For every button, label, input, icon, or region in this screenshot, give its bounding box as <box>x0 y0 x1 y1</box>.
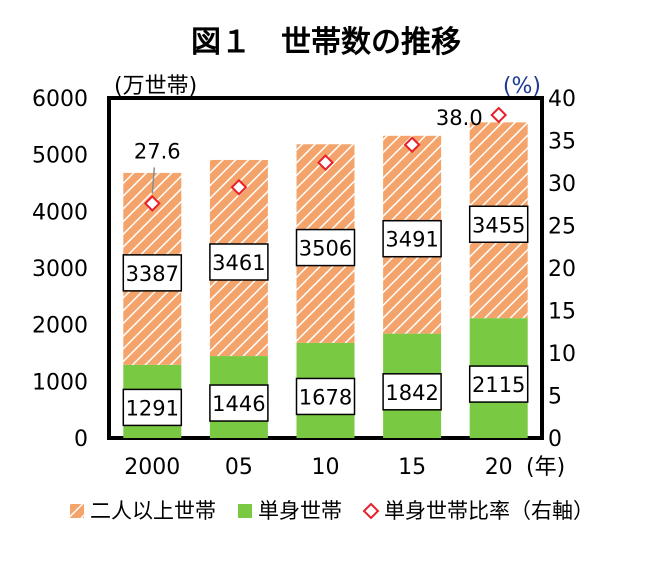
y-left-tick-1000: 1000 <box>32 370 88 395</box>
value-label-multi-05: 3461 <box>212 251 265 275</box>
y-left-tick-5000: 5000 <box>32 144 88 169</box>
y-left-tick-0: 0 <box>74 427 88 452</box>
x-tick-2000: 2000 <box>124 455 180 480</box>
y-right-tick-0: 0 <box>548 427 562 452</box>
y-right-tick-25: 25 <box>548 215 576 240</box>
y-left-tick-6000: 6000 <box>32 87 88 112</box>
ratio-marker-15 <box>403 136 421 154</box>
value-label-multi-10: 3506 <box>299 237 352 261</box>
y-right-tick-15: 15 <box>548 300 576 325</box>
ratio-label-2000: 27.6 <box>134 139 181 163</box>
value-label-single-20-box <box>468 365 529 403</box>
x-unit: (年) <box>526 455 565 480</box>
labels-layer: 1291 3387 1446 3461 1678 3506 1842 3491 2115 3455… <box>122 106 529 427</box>
legend: 二人以上世帯 単身世帯 単身世帯比率（右軸） <box>70 499 594 523</box>
value-label-multi-20-box <box>468 205 529 244</box>
y-right-tick-40: 40 <box>548 87 576 112</box>
value-label-single-2000-box <box>122 388 183 427</box>
legend-label-1: 単身世帯 <box>258 499 342 523</box>
value-label-multi-2000-box <box>122 254 183 292</box>
ratio-marker-20 <box>490 106 508 124</box>
y-right-tick-10: 10 <box>548 342 576 367</box>
red-diamond-icon <box>362 502 380 520</box>
ratio-marker-2000 <box>143 194 161 212</box>
value-label-multi-2000: 3387 <box>126 262 179 286</box>
value-label-single-10-box <box>295 377 356 416</box>
value-label-multi-05-box <box>209 243 269 281</box>
value-label-multi-20: 3455 <box>472 213 525 237</box>
ratio-label-20: 38.0 <box>436 106 483 130</box>
value-label-single-2000: 1291 <box>126 396 179 420</box>
legend-label-2: 単身世帯比率（右軸） <box>384 499 594 523</box>
y-left-tick-2000: 2000 <box>32 314 88 339</box>
y-right-tick-20: 20 <box>548 257 576 282</box>
x-tick-05: 05 <box>225 455 253 480</box>
legend-label-0: 二人以上世帯 <box>90 499 216 523</box>
value-label-multi-10-box <box>295 228 356 267</box>
y-right-tick-35: 35 <box>548 130 576 155</box>
ratio-marker-05 <box>230 178 248 196</box>
ratio-leader-2000 <box>151 167 156 194</box>
axes-layer: 0100020003000400050006000051015202530354… <box>32 87 576 480</box>
value-label-single-15: 1842 <box>385 381 438 405</box>
y-left-tick-3000: 3000 <box>32 257 88 282</box>
y-right-unit: (%) <box>503 74 541 99</box>
value-label-single-05-box <box>209 384 269 422</box>
y-left-unit: (万世帯) <box>114 74 197 99</box>
x-tick-10: 10 <box>312 455 340 480</box>
chart-title: 図１ 世帯数の推移 <box>191 25 461 60</box>
value-label-single-20: 2115 <box>472 373 525 397</box>
legend-icon-single <box>238 504 252 518</box>
ratio-marker-10 <box>317 154 334 172</box>
y-left-tick-4000: 4000 <box>32 200 88 225</box>
y-right-tick-5: 5 <box>548 385 562 410</box>
value-label-multi-15: 3491 <box>385 228 438 252</box>
x-tick-15: 15 <box>398 455 426 480</box>
x-tick-20: 20 <box>485 455 513 480</box>
legend-icon-multi <box>70 504 84 518</box>
value-label-single-10: 1678 <box>299 385 352 409</box>
value-label-single-15-box <box>382 373 442 411</box>
y-right-tick-30: 30 <box>548 172 576 197</box>
value-label-multi-15-box <box>382 219 442 258</box>
value-label-single-05: 1446 <box>212 392 265 416</box>
